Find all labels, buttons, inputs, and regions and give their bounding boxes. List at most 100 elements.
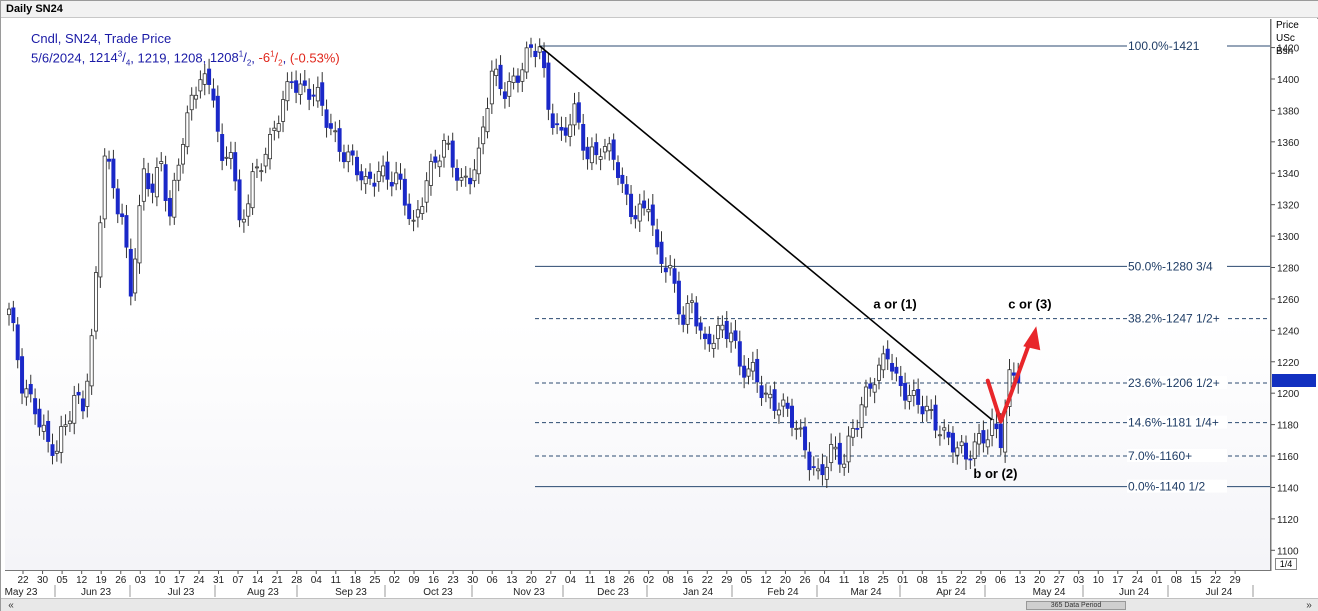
candle-body: [115, 188, 120, 215]
candle-body: [128, 248, 133, 297]
page-indicator[interactable]: 1/4: [1275, 558, 1297, 570]
candle-body: [20, 356, 25, 394]
candle-body: [750, 362, 755, 372]
candle-body: [441, 140, 446, 158]
y-tick-label: 1280: [1277, 264, 1300, 275]
candle-body: [920, 406, 925, 415]
x-tick-label: 22: [1210, 575, 1222, 586]
x-tick-label: 15: [1190, 575, 1202, 586]
candle-body: [294, 80, 299, 93]
candle-body: [968, 458, 973, 461]
candle-body: [933, 404, 938, 431]
candle-body: [642, 200, 647, 209]
candle-body: [272, 127, 277, 131]
candle-body: [589, 146, 594, 164]
scroll-right-button[interactable]: »: [1306, 600, 1312, 611]
candle-body: [407, 203, 412, 220]
candle-body: [315, 86, 320, 102]
candle-body: [833, 446, 838, 450]
candle-body: [790, 405, 795, 428]
candle-body: [450, 140, 455, 168]
x-tick-label: 08: [663, 575, 675, 586]
candle-body: [102, 155, 107, 220]
y-tick-label: 1400: [1277, 75, 1300, 86]
x-tick-label: 02: [389, 575, 401, 586]
candle-body: [733, 330, 738, 341]
candle-body: [981, 430, 986, 444]
x-tick-label: 16: [682, 575, 694, 586]
candle-body: [937, 434, 942, 437]
scroll-left-button[interactable]: «: [8, 600, 14, 611]
candle-body: [542, 51, 547, 69]
candle-body: [850, 428, 855, 438]
candle-body: [703, 333, 708, 340]
month-label: Jun 24: [1119, 587, 1149, 598]
candle-body: [80, 398, 85, 412]
x-tick-label: 03: [135, 575, 147, 586]
y-tick-label: 1180: [1277, 421, 1299, 432]
candle-body: [463, 175, 468, 178]
candle-body: [85, 380, 90, 407]
fib-label-bg: [1127, 449, 1227, 463]
candle-body: [668, 265, 673, 269]
x-tick-label: 31: [213, 575, 225, 586]
candle-body: [794, 428, 799, 430]
x-tick-label: 27: [1054, 575, 1066, 586]
candle-body: [207, 68, 212, 85]
candle-body: [646, 208, 651, 213]
candle-body: [964, 442, 969, 460]
candle-body: [898, 375, 903, 387]
fib-label-bg: [1127, 311, 1227, 325]
x-tick-label: 22: [702, 575, 714, 586]
candle-body: [7, 308, 12, 316]
candle-body: [94, 272, 99, 332]
candle-body: [172, 179, 177, 218]
candle-body: [990, 418, 995, 436]
low-value: 1208: [173, 50, 203, 66]
candle-body: [594, 142, 599, 156]
candle-body: [215, 95, 220, 132]
candle-body: [807, 451, 812, 471]
candle-body: [485, 108, 490, 133]
candle-body: [289, 81, 294, 84]
candle-body: [337, 128, 342, 152]
candle-body: [829, 444, 834, 464]
price-chart[interactable]: 100.0%-1421 50.0%-1280 3/4 38.2%-1247 1/2+…: [5, 19, 1271, 571]
time-scrollbar[interactable]: « 365 Data Period »: [1, 598, 1318, 611]
candle-body: [607, 143, 612, 152]
candle-body: [472, 169, 477, 182]
candle-body: [424, 180, 429, 203]
scroll-thumb[interactable]: 365 Data Period: [1026, 601, 1126, 610]
x-tick-label: 07: [232, 575, 244, 586]
candle-body: [428, 161, 433, 186]
change-percent: (-0.53%): [289, 50, 340, 66]
candle-body: [707, 333, 712, 345]
candle-body: [246, 203, 251, 217]
candle-body: [107, 158, 112, 162]
x-tick-label: 02: [643, 575, 655, 586]
candle-body: [468, 177, 473, 185]
fib-label-bg: [1127, 38, 1227, 52]
candle-body: [346, 151, 351, 163]
candle-body: [816, 468, 821, 472]
candle-body: [263, 153, 268, 167]
x-tick-label: 29: [1230, 575, 1242, 586]
candle-body: [716, 325, 721, 340]
plot-area[interactable]: 100.0%-1421 50.0%-1280 3/4 38.2%-1247 1/2+…: [5, 19, 1271, 571]
candle-body: [333, 130, 338, 133]
candle-body: [520, 69, 525, 82]
candle-body: [720, 324, 725, 331]
close-value: 12081/2: [209, 50, 252, 68]
candle-body: [859, 404, 864, 428]
x-tick-label: 13: [506, 575, 518, 586]
high-value: 1219: [137, 50, 167, 66]
projection-arrow: [985, 336, 1034, 424]
x-tick-label: 15: [936, 575, 948, 586]
candle-body: [341, 152, 346, 163]
price-axis[interactable]: Price USc Bsh 1100 1120 1140 1160 1180 1200 12…: [1271, 19, 1318, 571]
candle-body: [459, 177, 464, 181]
month-label: Apr 24: [936, 587, 966, 598]
y-tick-label: 1380: [1277, 106, 1300, 117]
x-tick-label: 08: [1171, 575, 1183, 586]
